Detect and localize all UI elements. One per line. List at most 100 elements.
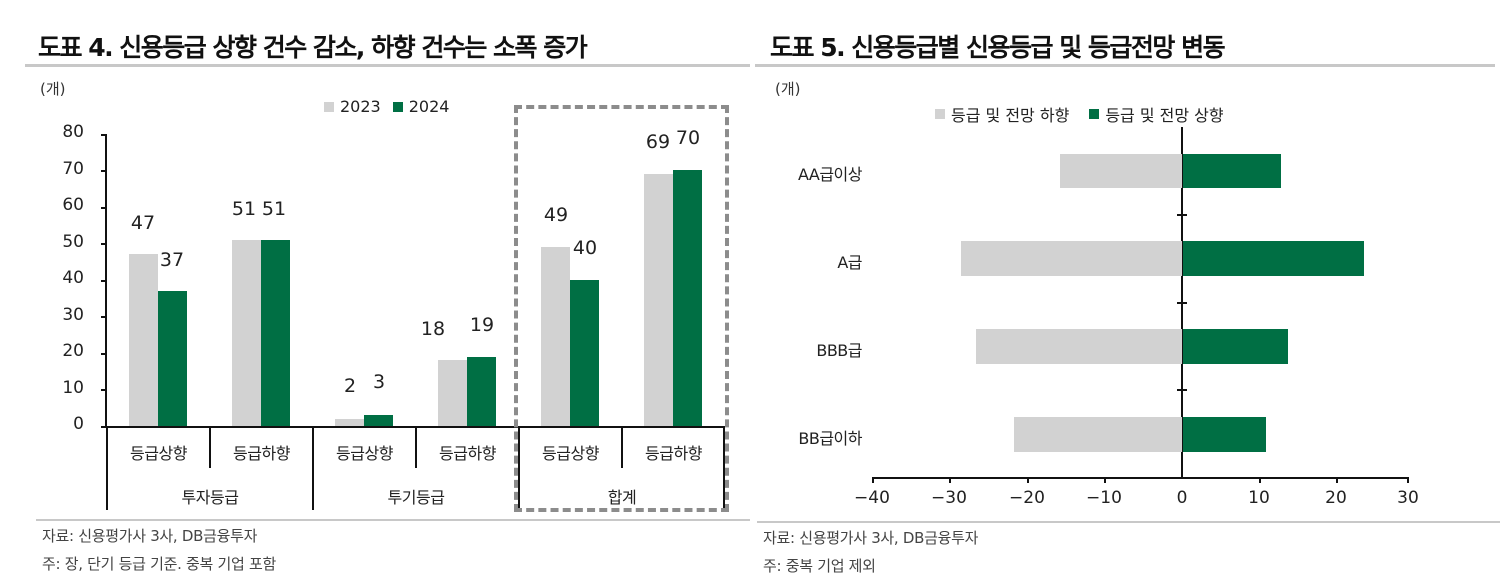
divider — [415, 426, 417, 468]
bar-2023-투기-하향 — [438, 360, 467, 426]
bar-label: 70 — [675, 127, 701, 149]
x-group-label: 합계 — [607, 488, 637, 507]
bar-2024-투기-하향 — [467, 357, 496, 426]
bar-2023-합계-하향 — [644, 174, 673, 426]
bar-label: 51 — [261, 198, 287, 220]
legend-label-2024: 2024 — [408, 97, 450, 116]
y-cat-label: BBB급 — [816, 341, 862, 360]
bar-2024-합계-하향 — [673, 170, 702, 426]
right-unit-label: (개) — [775, 80, 801, 98]
bar-label: 69 — [645, 131, 671, 153]
y-tick-0: 0 — [73, 414, 84, 434]
y-cat-label: A급 — [837, 253, 862, 272]
divider — [209, 426, 211, 468]
x-tick-label: −10 — [1086, 488, 1122, 508]
y-cat-label: AA급이상 — [798, 165, 863, 184]
x-tick-label: −20 — [1009, 488, 1045, 508]
left-legend: 2023 2024 — [324, 97, 449, 116]
x-group-label: 투기등급 — [387, 488, 445, 507]
y-cat-label: BB급이하 — [798, 429, 862, 448]
y-tick-mark — [101, 316, 106, 318]
legend-swatch-downgrade — [935, 109, 945, 119]
left-note: 주: 장, 단기 등급 기준. 중복 기업 포함 — [42, 555, 276, 573]
bar-2024-투자-하향 — [261, 240, 290, 426]
bar-label: 40 — [572, 237, 598, 259]
y-tick-20: 20 — [62, 341, 84, 361]
bar-upgrade-aa — [1183, 154, 1281, 188]
legend-swatch-2024 — [392, 101, 403, 112]
x-tick-mark — [1336, 477, 1338, 483]
x-tick-label: −30 — [931, 488, 967, 508]
divider — [518, 426, 520, 510]
y-tick-40: 40 — [62, 268, 84, 288]
y-tick-mark — [1177, 389, 1187, 391]
x-tick-label: 20 — [1325, 488, 1347, 508]
x-cat-label: 등급하향 — [439, 444, 496, 463]
x-tick-label: 30 — [1397, 488, 1419, 508]
bar-label: 18 — [420, 318, 446, 340]
x-tick-mark — [1027, 477, 1029, 483]
y-tick-mark — [101, 243, 106, 245]
legend-label-downgrade: 등급 및 전망 하향 — [951, 106, 1070, 125]
right-chart-title: 도표 5. 신용등급별 신용등급 및 등급전망 변동 — [770, 33, 1226, 62]
x-cat-label: 등급상향 — [130, 444, 187, 463]
bar-label: 49 — [543, 204, 569, 226]
bar-label: 3 — [372, 371, 386, 393]
bar-upgrade-bb — [1183, 417, 1266, 452]
y-tick-mark — [101, 353, 106, 355]
y-tick-mark — [101, 389, 106, 391]
x-tick-label: 10 — [1248, 488, 1270, 508]
bar-label: 51 — [231, 198, 257, 220]
x-axis-line — [101, 426, 725, 428]
x-tick-label: 0 — [1176, 488, 1188, 508]
x-tick-label: −40 — [854, 488, 890, 508]
divider — [312, 426, 314, 510]
divider — [621, 426, 623, 468]
y-tick-60: 60 — [62, 195, 84, 215]
y-tick-mark — [101, 207, 106, 209]
y-tick-80: 80 — [62, 122, 84, 142]
bar-downgrade-bb — [1014, 417, 1182, 452]
bar-2023-투자-상향 — [129, 254, 158, 426]
y-axis-line — [105, 134, 107, 427]
x-tick-mark — [1259, 477, 1261, 483]
bar-2024-투자-상향 — [158, 291, 187, 426]
bar-2023-합계-상향 — [541, 247, 570, 426]
y-tick-10: 10 — [62, 378, 84, 398]
x-axis-line — [872, 477, 1409, 479]
legend-label-upgrade: 등급 및 전망 상향 — [1105, 106, 1224, 125]
left-unit-label: (개) — [40, 80, 66, 98]
right-footer-rule — [757, 521, 1500, 523]
y-tick-70: 70 — [62, 159, 84, 179]
divider — [106, 426, 108, 510]
bar-downgrade-a — [961, 241, 1182, 276]
x-cat-label: 등급하향 — [233, 444, 290, 463]
y-tick-mark — [1177, 302, 1187, 304]
right-source: 자료: 신용평가사 3사, DB금융투자 — [763, 529, 979, 547]
x-tick-mark — [949, 477, 951, 483]
bar-downgrade-bbb — [976, 329, 1182, 364]
x-cat-label: 등급상향 — [336, 444, 393, 463]
x-tick-mark — [1104, 477, 1106, 483]
left-source: 자료: 신용평가사 3사, DB금융투자 — [42, 527, 258, 545]
x-cat-label: 등급상향 — [542, 444, 599, 463]
bar-label: 19 — [469, 314, 495, 336]
y-tick-mark — [1177, 214, 1187, 216]
bar-downgrade-aa — [1060, 154, 1182, 188]
bar-label: 2 — [343, 375, 357, 397]
y-tick-50: 50 — [62, 232, 84, 252]
bar-label: 47 — [130, 212, 156, 234]
right-note: 주: 중복 기업 제외 — [763, 557, 876, 575]
right-title-rule — [755, 64, 1495, 67]
x-group-label: 투자등급 — [181, 488, 239, 507]
legend-swatch-upgrade — [1089, 109, 1100, 119]
bar-2023-투자-하향 — [232, 240, 261, 426]
left-title-rule — [25, 64, 750, 67]
bar-2024-투기-상향 — [364, 415, 393, 426]
x-tick-mark — [872, 477, 874, 483]
x-cat-label: 등급하향 — [645, 444, 702, 463]
bar-label: 37 — [159, 249, 185, 271]
legend-label-2023: 2023 — [340, 97, 381, 116]
right-legend: 등급 및 전망 하향 등급 및 전망 상향 — [935, 102, 1224, 126]
divider — [723, 426, 725, 510]
